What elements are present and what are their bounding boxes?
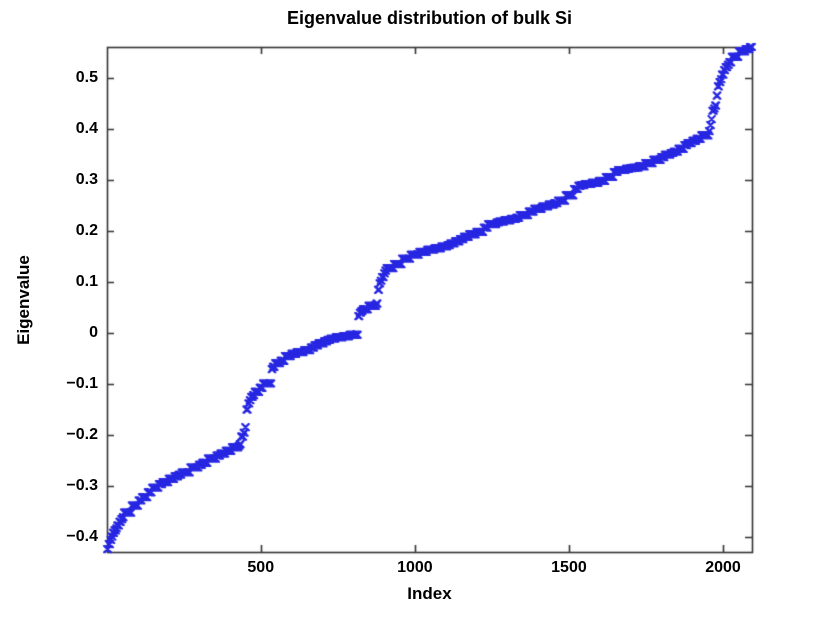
x-tick-label: 500 [247,559,275,576]
y-tick-label: −0.2 [66,426,98,444]
y-axis-label: Eigenvalue [14,255,33,345]
x-tick-label: 1500 [551,559,587,576]
y-tick-label: 0.5 [75,69,98,87]
y-tick-label: 0.2 [75,222,98,240]
chart-title: Eigenvalue distribution of bulk Si [286,8,573,28]
y-tick-label: −0.4 [66,528,98,546]
x-axis-label: Index [407,584,452,603]
y-tick-label: 0.3 [75,171,98,189]
y-tick-label: −0.3 [66,477,98,495]
y-tick-label: 0.1 [75,273,98,291]
x-tick-label: 2000 [705,559,741,576]
x-tick-label: 1000 [397,559,433,576]
y-tick-label: 0 [89,324,98,342]
y-tick-label: 0.4 [75,120,98,138]
y-tick-label: −0.1 [66,375,98,393]
